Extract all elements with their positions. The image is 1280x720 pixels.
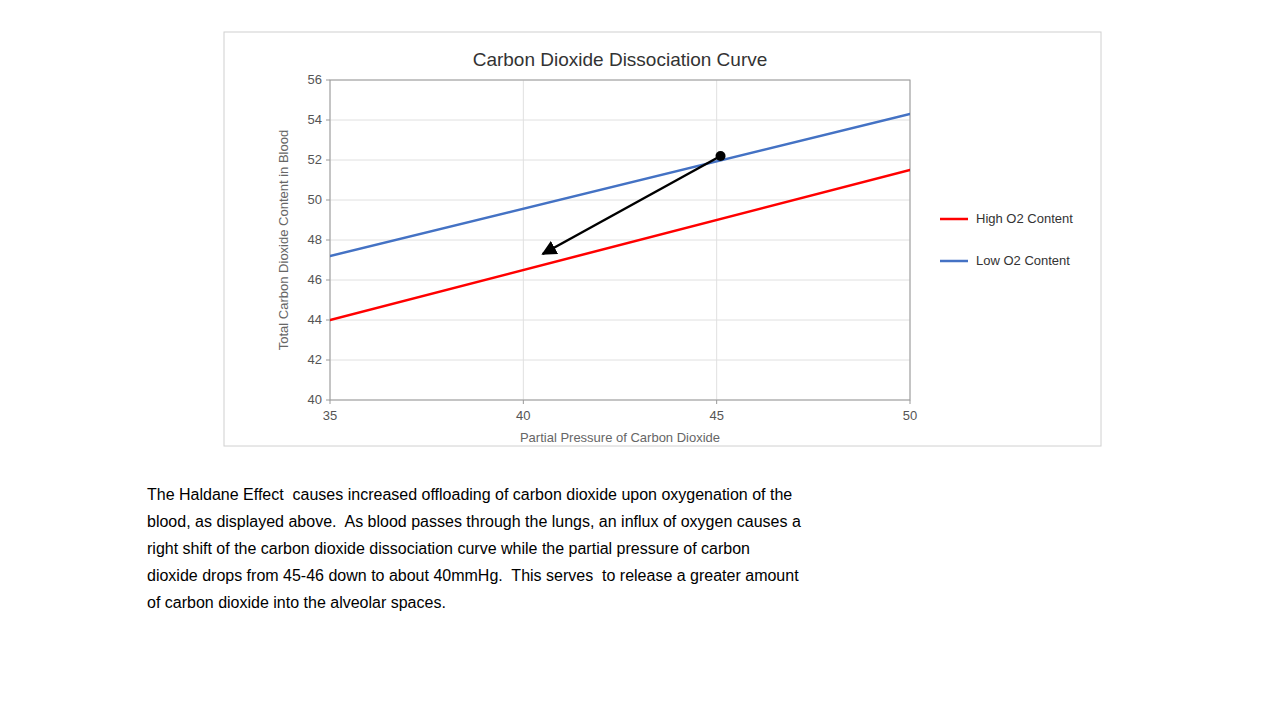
grid <box>330 80 910 400</box>
tick-y <box>326 80 330 81</box>
grid-line-y <box>330 320 910 321</box>
grid-line-y <box>330 280 910 281</box>
series-line <box>330 114 910 256</box>
plot-frame <box>330 80 910 400</box>
tick-label-x: 50 <box>903 408 917 423</box>
grid-line-y <box>330 240 910 241</box>
chart-svg: 35404550404244464850525456Partial Pressu… <box>0 0 1280 720</box>
tick-label-x: 45 <box>709 408 723 423</box>
grid-line-y <box>330 160 910 161</box>
grid-line-y <box>330 120 910 121</box>
chart-title: Carbon Dioxide Dissociation Curve <box>473 49 768 70</box>
tick-label-y: 50 <box>308 192 322 207</box>
dot <box>716 151 726 161</box>
tick-label-y: 44 <box>308 312 322 327</box>
x-axis-label: Partial Pressure of Carbon Dioxide <box>520 430 720 445</box>
tick-y <box>326 160 330 161</box>
tick-label-y: 52 <box>308 152 322 167</box>
grid-line-y <box>330 360 910 361</box>
chart-border <box>224 32 1101 446</box>
tick-label-y: 48 <box>308 232 322 247</box>
tick-x <box>330 400 331 404</box>
tick-label-y: 40 <box>308 392 322 407</box>
tick-label-y: 56 <box>308 72 322 87</box>
ticks: 35404550404244464850525456 <box>308 72 918 423</box>
tick-label-x: 35 <box>323 408 337 423</box>
tick-label-y: 54 <box>308 112 322 127</box>
tick-x <box>716 400 717 404</box>
plot-marks <box>330 114 910 320</box>
grid-line-y <box>330 200 910 201</box>
legend: High O2 Content Low O2 Content <box>940 211 1073 268</box>
tick-label-y: 46 <box>308 272 322 287</box>
tick-y <box>326 280 330 281</box>
tick-y <box>326 360 330 361</box>
legend-swatch <box>940 260 968 263</box>
arrow <box>543 156 721 254</box>
tick-x <box>910 400 911 404</box>
tick-label-y: 42 <box>308 352 322 367</box>
legend-swatch <box>940 218 968 221</box>
tick-y <box>326 320 330 321</box>
legend-label: Low O2 Content <box>976 253 1070 268</box>
tick-y <box>326 400 330 401</box>
annotation: The Haldane Effect causes increased offl… <box>147 486 801 611</box>
tick-label-x: 40 <box>516 408 530 423</box>
tick-y <box>326 240 330 241</box>
tick-x <box>523 400 524 404</box>
series-line <box>330 170 910 320</box>
tick-y <box>326 120 330 121</box>
tick-y <box>326 200 330 201</box>
y-axis-label: Total Carbon Dioxide Content in Blood <box>276 130 291 350</box>
legend-label: High O2 Content <box>976 211 1073 226</box>
